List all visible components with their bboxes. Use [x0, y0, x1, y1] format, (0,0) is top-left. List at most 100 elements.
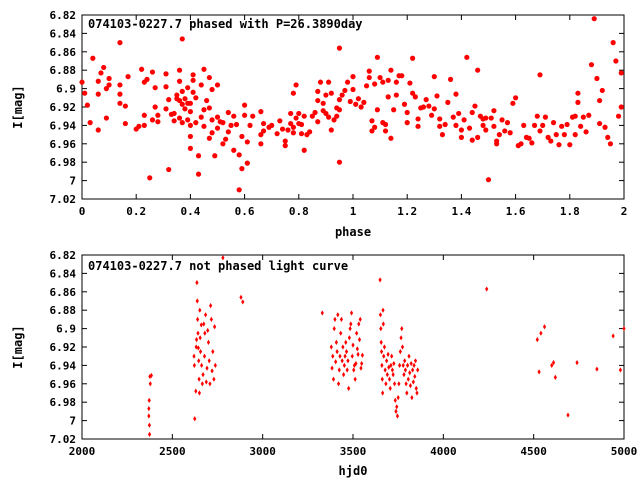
data-point — [415, 116, 421, 122]
data-point — [380, 376, 384, 382]
data-point — [531, 122, 538, 128]
data-point — [411, 367, 415, 373]
data-point — [296, 110, 302, 117]
data-point — [403, 367, 407, 373]
data-point — [290, 124, 296, 130]
data-point — [117, 82, 123, 88]
data-point — [163, 84, 169, 90]
data-point — [513, 95, 519, 101]
data-point — [409, 360, 413, 367]
data-point — [208, 381, 212, 387]
data-point — [204, 379, 208, 385]
data-point — [618, 367, 622, 373]
data-point — [317, 79, 324, 85]
data-point — [103, 86, 109, 92]
data-point — [148, 381, 152, 387]
data-point — [410, 55, 416, 61]
data-point — [225, 129, 231, 135]
data-point — [399, 335, 403, 341]
data-point — [385, 372, 389, 378]
data-point — [575, 90, 581, 96]
data-point — [415, 390, 419, 396]
data-point — [315, 97, 321, 104]
data-point — [372, 124, 378, 130]
data-point — [386, 351, 390, 357]
data-point — [258, 109, 264, 115]
data-point — [176, 67, 183, 73]
data-point — [416, 367, 420, 373]
data-point — [556, 142, 562, 148]
data-point — [155, 112, 161, 118]
data-point — [336, 97, 343, 103]
data-point — [149, 117, 156, 123]
data-point — [445, 99, 451, 105]
data-point — [198, 307, 202, 313]
data-point — [209, 117, 215, 123]
data-point — [336, 312, 340, 318]
data-point — [343, 353, 347, 359]
data-point — [391, 372, 395, 378]
data-point — [298, 131, 305, 137]
y-tick-label: 6.82 — [50, 9, 77, 22]
data-point — [197, 390, 202, 396]
data-point — [331, 376, 336, 382]
data-point — [258, 132, 264, 138]
data-point — [176, 115, 183, 121]
data-point — [166, 166, 172, 173]
data-point — [136, 123, 142, 129]
x-tick-label: 2 — [621, 205, 628, 218]
data-point — [330, 365, 334, 371]
data-point — [190, 89, 196, 95]
data-point — [472, 103, 478, 109]
data-point — [342, 362, 346, 368]
data-point — [225, 109, 231, 116]
data-point — [95, 127, 101, 133]
data-point — [611, 333, 615, 339]
data-point — [182, 106, 188, 112]
data-point — [90, 55, 96, 61]
data-point — [201, 372, 205, 378]
data-point — [277, 118, 283, 124]
data-point — [381, 390, 385, 396]
data-point — [328, 90, 334, 96]
data-point — [578, 123, 584, 129]
y-tick-label: 6.86 — [50, 286, 77, 299]
data-point — [221, 255, 225, 261]
data-point — [575, 360, 579, 366]
data-point — [390, 367, 394, 373]
data-point — [588, 62, 595, 68]
data-point — [144, 76, 150, 82]
data-point — [394, 408, 398, 414]
data-point — [356, 351, 360, 357]
data-point — [182, 96, 188, 102]
data-point — [393, 79, 399, 85]
data-point — [346, 358, 350, 364]
data-point — [231, 113, 237, 119]
data-point — [293, 115, 299, 121]
data-point — [605, 134, 611, 140]
data-point — [288, 120, 294, 127]
y-tick-label: 7 — [69, 175, 76, 188]
data-point — [147, 431, 152, 437]
data-point — [335, 349, 339, 355]
data-point — [437, 123, 443, 129]
data-point — [382, 121, 389, 128]
data-point — [244, 160, 250, 166]
x-tick-label: 1.6 — [506, 205, 526, 218]
data-point — [209, 316, 213, 322]
data-point — [450, 114, 456, 120]
data-point — [393, 397, 397, 403]
data-point — [213, 362, 217, 368]
data-point — [342, 87, 348, 94]
data-point — [315, 119, 321, 125]
data-point — [395, 413, 400, 419]
data-point — [290, 130, 296, 136]
data-point — [195, 171, 202, 177]
data-point — [139, 66, 145, 72]
data-point — [388, 135, 394, 141]
data-point — [220, 141, 226, 147]
data-point — [402, 372, 406, 378]
data-point — [575, 99, 581, 105]
data-point — [147, 406, 151, 412]
data-point — [357, 337, 362, 343]
